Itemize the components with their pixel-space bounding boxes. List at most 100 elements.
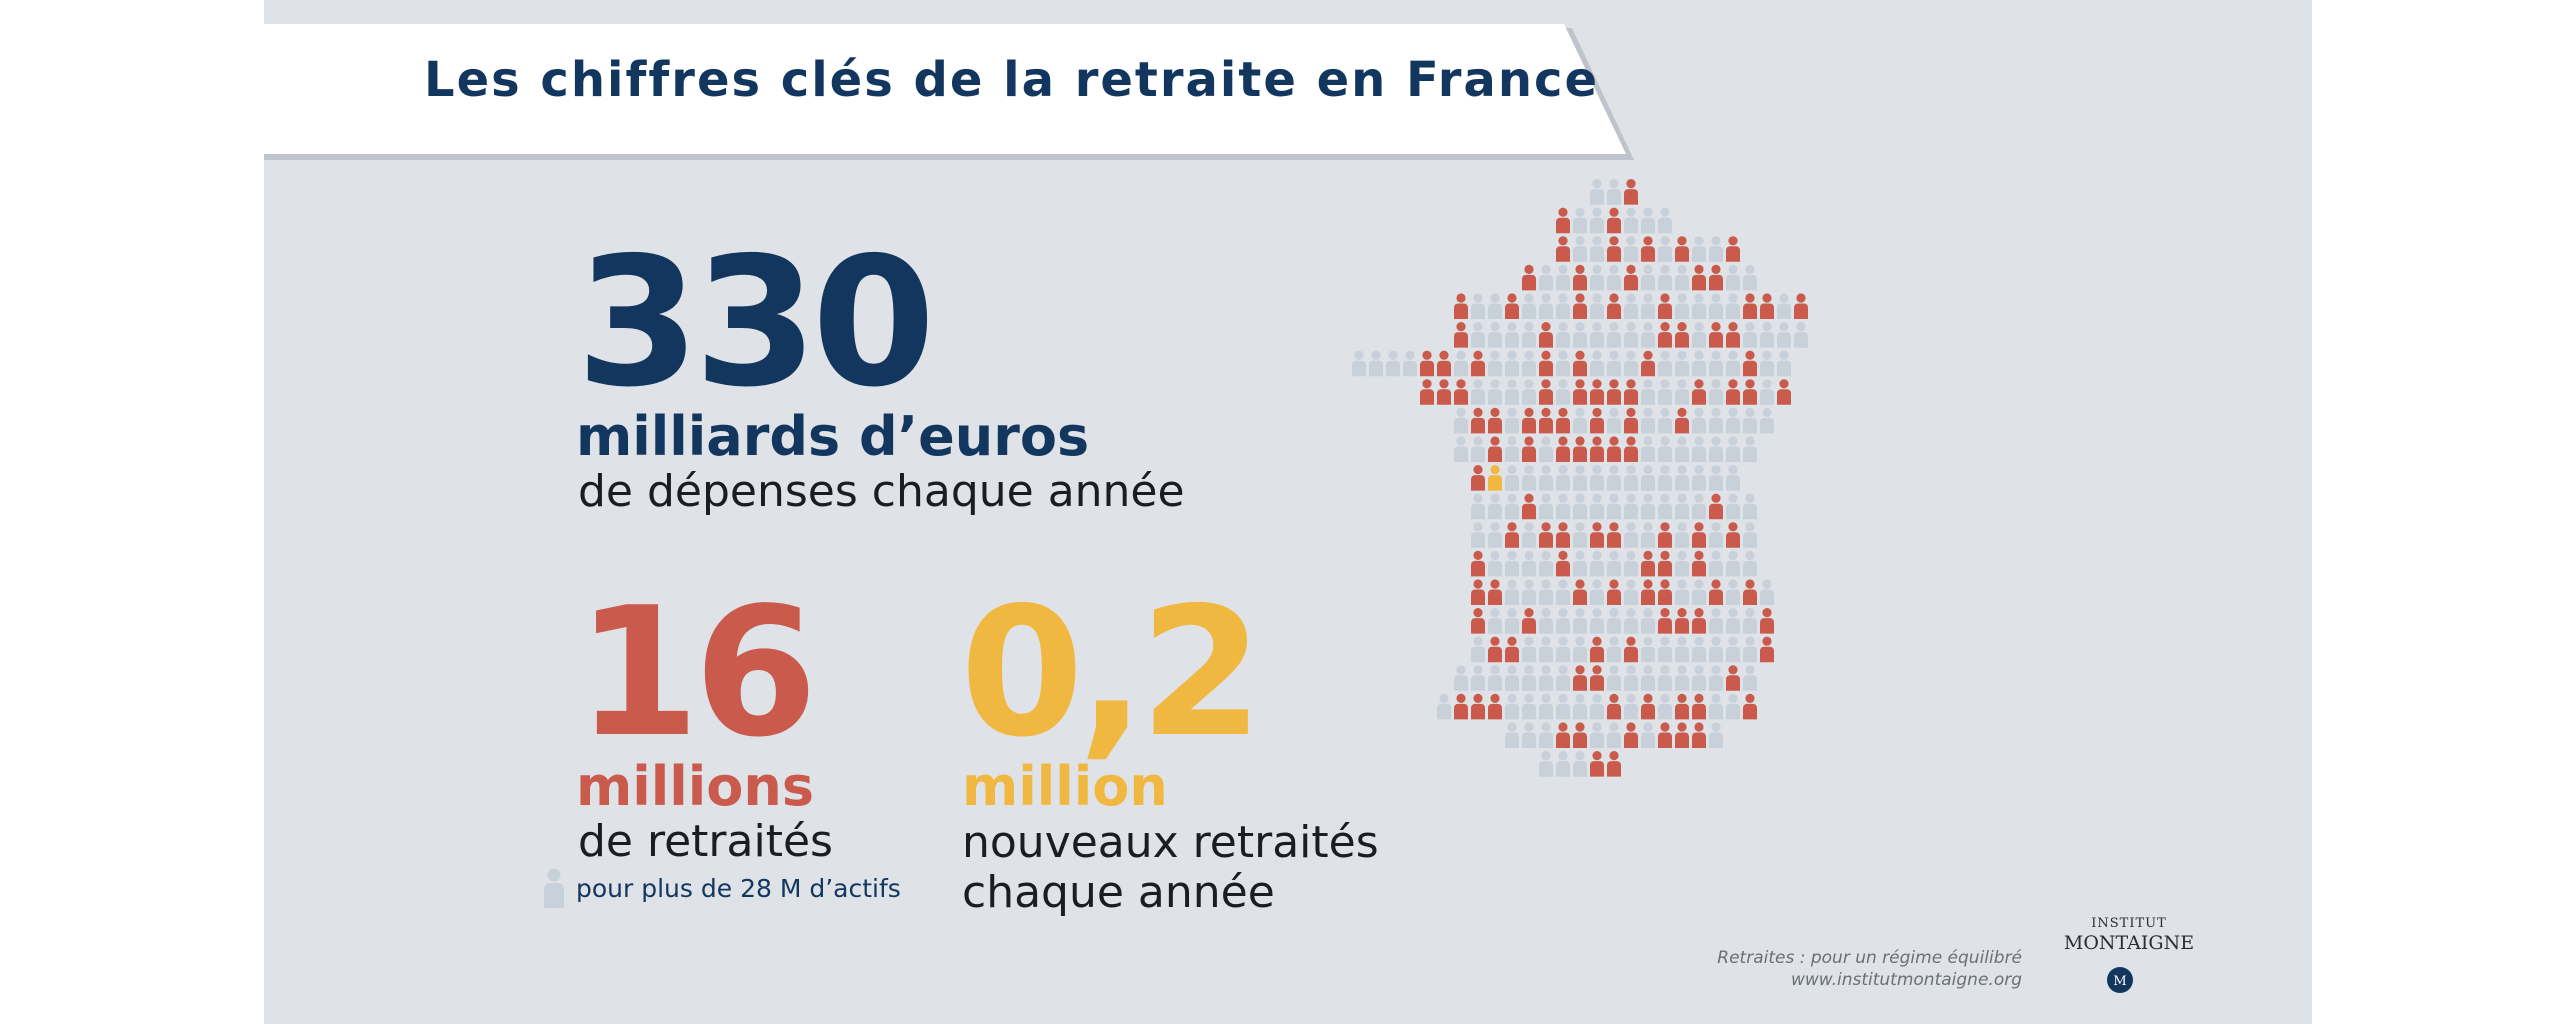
retiree-person-icon — [1709, 322, 1723, 348]
retiree-person-icon — [1607, 236, 1621, 262]
retiree-person-icon — [1505, 522, 1519, 548]
active-person-icon — [1352, 350, 1366, 377]
retiree-person-icon — [1709, 264, 1723, 291]
active-person-icon — [1709, 293, 1723, 319]
retiree-person-icon — [1488, 436, 1502, 462]
retiree-person-icon — [1743, 293, 1757, 319]
retiree-person-icon — [1658, 608, 1672, 634]
active-person-icon — [1692, 322, 1706, 348]
active-person-icon — [1522, 322, 1536, 348]
retiree-person-icon — [1471, 550, 1485, 577]
active-person-icon — [1675, 665, 1689, 691]
retiree-person-icon — [1658, 550, 1672, 577]
retiree-person-icon — [1726, 522, 1740, 548]
active-person-icon — [1692, 665, 1706, 691]
new-retirees-description-line2: chaque année — [962, 867, 1275, 919]
active-person-icon — [1590, 179, 1604, 205]
active-person-icon — [1573, 550, 1587, 577]
retiree-person-icon — [1743, 693, 1757, 720]
retiree-person-icon — [1471, 407, 1485, 434]
retiree-person-icon — [1522, 493, 1536, 520]
retirees-unit: millions — [576, 755, 814, 818]
retiree-person-icon — [1539, 350, 1553, 377]
active-person-icon — [1709, 465, 1723, 491]
active-person-icon — [1743, 264, 1757, 291]
retiree-person-icon — [1539, 379, 1553, 405]
title-banner — [264, 24, 1626, 154]
retiree-person-icon — [1556, 522, 1570, 548]
active-person-icon — [1692, 293, 1706, 319]
active-person-icon — [1658, 665, 1672, 691]
active-person-icon — [1641, 608, 1655, 634]
new-retirees-description: nouveaux retraités chaque année — [962, 817, 1379, 919]
active-person-icon — [1641, 665, 1655, 691]
active-person-icon — [1556, 322, 1570, 348]
retirees-description: de retraités — [578, 816, 833, 867]
active-person-icon — [1709, 436, 1723, 462]
active-person-icon — [1709, 722, 1723, 748]
active-person-icon — [1743, 436, 1757, 462]
active-person-icon — [1726, 550, 1740, 577]
active-person-icon — [1488, 322, 1502, 348]
active-person-icon — [1658, 207, 1672, 234]
active-person-icon — [1743, 322, 1757, 348]
retiree-person-icon — [1522, 608, 1536, 634]
active-person-icon — [1777, 293, 1791, 319]
active-person-icon — [1522, 693, 1536, 720]
retiree-person-icon — [1522, 436, 1536, 462]
active-person-icon — [1675, 493, 1689, 520]
active-person-icon — [1709, 636, 1723, 663]
logo-institut: INSTITUT — [2091, 916, 2167, 931]
retiree-person-icon — [1573, 579, 1587, 605]
active-person-icon — [1573, 207, 1587, 234]
active-person-icon — [1471, 436, 1485, 462]
retiree-person-icon — [1692, 379, 1706, 405]
active-person-icon — [1624, 293, 1638, 319]
active-person-icon — [1641, 636, 1655, 663]
retiree-person-icon — [1573, 722, 1587, 748]
new-retirees-number: 0,2 — [960, 569, 1263, 776]
active-person-icon — [1726, 293, 1740, 319]
retiree-person-icon — [1590, 436, 1604, 462]
retiree-person-icon — [1607, 751, 1621, 777]
active-person-icon — [1556, 665, 1570, 691]
retiree-person-icon — [1624, 636, 1638, 663]
active-person-icon — [1505, 465, 1519, 491]
active-person-icon — [1539, 550, 1553, 577]
retiree-person-icon — [1658, 579, 1672, 605]
active-person-icon — [1641, 493, 1655, 520]
active-person-icon — [1539, 751, 1553, 777]
spending-description: de dépenses chaque année — [578, 466, 1185, 517]
retiree-person-icon — [1522, 407, 1536, 434]
retiree-person-icon — [1760, 293, 1774, 319]
active-person-icon — [1641, 293, 1655, 319]
active-person-icon — [1522, 379, 1536, 405]
retiree-person-icon — [1777, 379, 1791, 405]
retiree-person-icon — [1420, 379, 1434, 405]
active-person-icon — [1641, 264, 1655, 291]
retiree-person-icon — [1641, 579, 1655, 605]
active-person-icon — [1488, 608, 1502, 634]
active-person-icon — [1522, 579, 1536, 605]
active-person-icon — [1539, 293, 1553, 319]
active-person-icon — [1556, 608, 1570, 634]
active-person-icon — [1675, 522, 1689, 548]
retiree-person-icon — [1743, 350, 1757, 377]
active-person-icon — [1607, 322, 1621, 348]
active-person-icon — [1743, 407, 1757, 434]
retiree-person-icon — [1658, 322, 1672, 348]
retiree-person-icon — [1607, 379, 1621, 405]
active-person-icon — [1692, 579, 1706, 605]
active-person-icon — [1556, 379, 1570, 405]
active-person-icon — [1590, 264, 1604, 291]
active-person-icon — [1760, 379, 1774, 405]
active-person-icon — [1590, 350, 1604, 377]
active-person-icon — [1573, 636, 1587, 663]
active-person-icon — [1488, 493, 1502, 520]
active-person-icon — [1539, 722, 1553, 748]
retiree-person-icon — [1556, 236, 1570, 262]
active-person-icon — [1522, 293, 1536, 319]
active-person-icon — [1590, 293, 1604, 319]
retiree-person-icon — [1726, 665, 1740, 691]
retiree-person-icon — [1454, 379, 1468, 405]
